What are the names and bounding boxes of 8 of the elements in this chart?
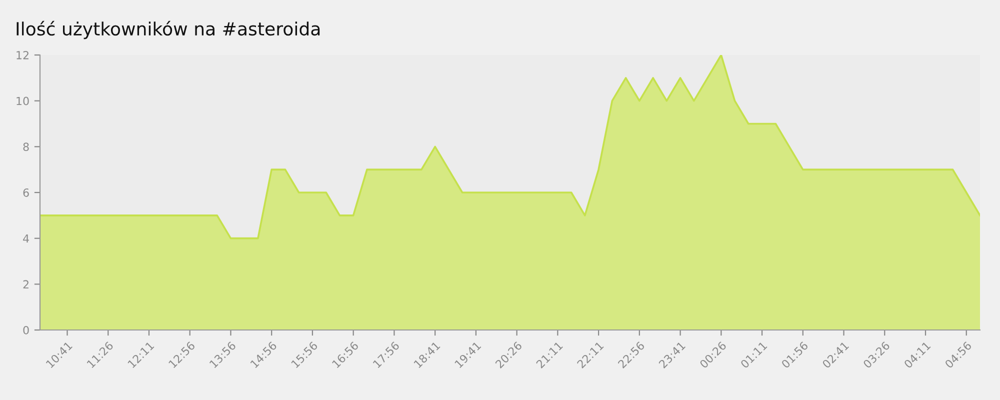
y-tick-label: 10 — [16, 96, 29, 106]
y-tick-label: 12 — [16, 50, 28, 60]
y-tick-label: 0 — [23, 326, 29, 334]
y-tick-label: 6 — [23, 188, 29, 197]
y-tick-label: 4 — [23, 234, 29, 243]
chart-title: Ilość użytkowników na #asteroida — [16, 20, 320, 40]
y-tick-label: 2 — [23, 280, 28, 288]
y-tick-label: 8 — [23, 142, 29, 152]
